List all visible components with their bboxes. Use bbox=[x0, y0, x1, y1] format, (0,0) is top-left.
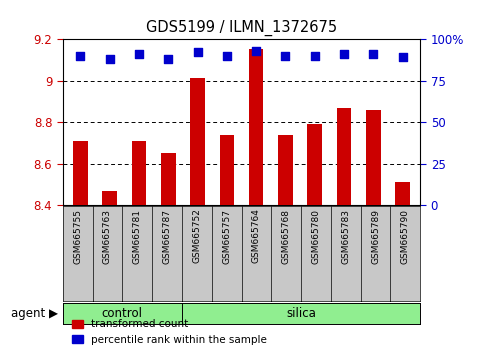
Text: GSM665781: GSM665781 bbox=[133, 209, 142, 263]
Point bbox=[252, 48, 260, 53]
Text: GSM665780: GSM665780 bbox=[312, 209, 320, 263]
Text: GSM665752: GSM665752 bbox=[192, 209, 201, 263]
Point bbox=[282, 53, 289, 58]
Bar bbox=[220, 135, 234, 205]
Title: GDS5199 / ILMN_1372675: GDS5199 / ILMN_1372675 bbox=[146, 20, 337, 36]
Point bbox=[106, 56, 114, 62]
Bar bbox=[102, 191, 117, 205]
Bar bbox=[278, 135, 293, 205]
Bar bbox=[307, 124, 322, 205]
Text: silica: silica bbox=[286, 307, 316, 320]
Text: GSM665757: GSM665757 bbox=[222, 209, 231, 263]
Text: control: control bbox=[102, 307, 143, 320]
Bar bbox=[190, 79, 205, 205]
Legend: transformed count, percentile rank within the sample: transformed count, percentile rank withi… bbox=[68, 315, 271, 349]
Point bbox=[223, 53, 231, 58]
Bar bbox=[366, 110, 381, 205]
Text: GSM665787: GSM665787 bbox=[163, 209, 171, 263]
Bar bbox=[132, 141, 146, 205]
Bar bbox=[249, 49, 263, 205]
Text: GSM665768: GSM665768 bbox=[282, 209, 291, 263]
Point bbox=[135, 51, 143, 57]
Point bbox=[164, 56, 172, 62]
Bar bbox=[161, 153, 176, 205]
Bar bbox=[395, 182, 410, 205]
Bar bbox=[73, 141, 88, 205]
Point bbox=[340, 51, 348, 57]
Text: GSM665755: GSM665755 bbox=[73, 209, 82, 263]
Text: agent ▶: agent ▶ bbox=[11, 307, 58, 320]
Point bbox=[311, 53, 319, 58]
Point bbox=[369, 51, 377, 57]
Text: GSM665789: GSM665789 bbox=[371, 209, 380, 263]
Text: GSM665764: GSM665764 bbox=[252, 209, 261, 263]
Point bbox=[399, 55, 407, 60]
Text: GSM665763: GSM665763 bbox=[103, 209, 112, 263]
Point bbox=[194, 50, 201, 55]
Point bbox=[76, 53, 84, 58]
Bar bbox=[337, 108, 351, 205]
Text: GSM665790: GSM665790 bbox=[401, 209, 410, 263]
Text: GSM665783: GSM665783 bbox=[341, 209, 350, 263]
